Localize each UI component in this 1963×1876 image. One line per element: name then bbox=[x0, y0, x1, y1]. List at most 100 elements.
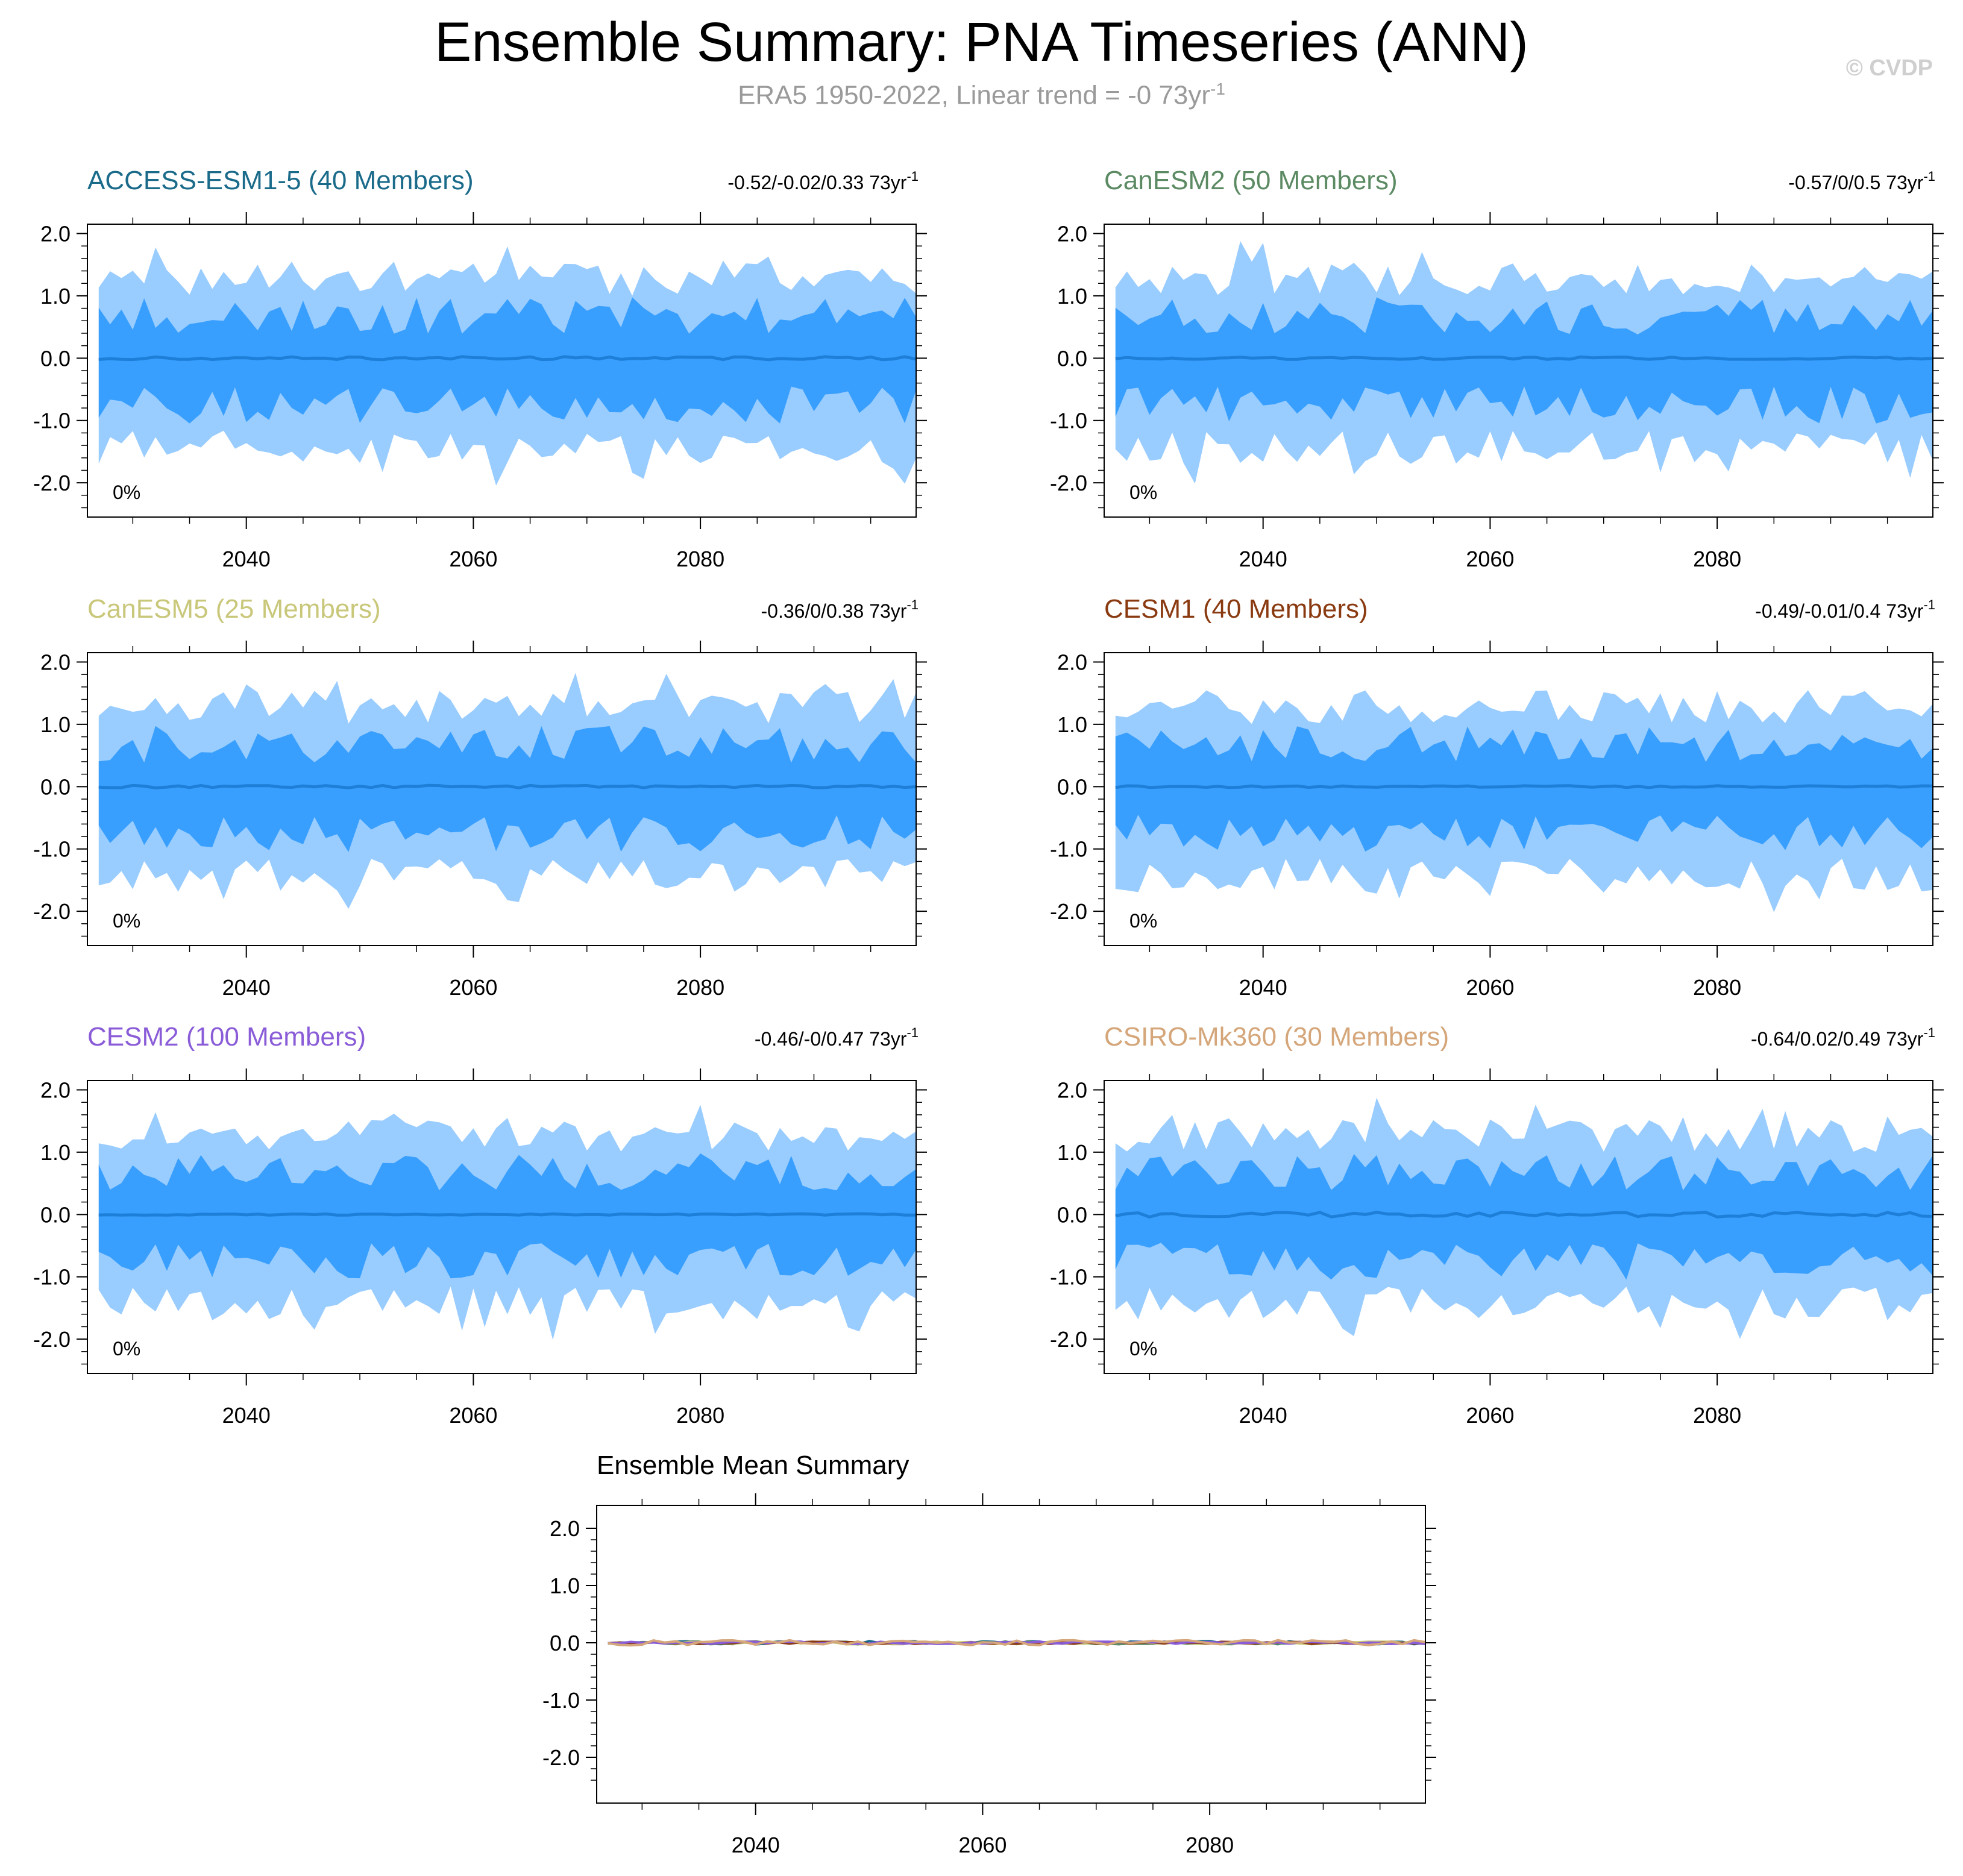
ensemble-mean-line bbox=[1115, 784, 1933, 789]
panel-stats: -0.64/0.02/0.49 73yr-1 bbox=[1751, 1025, 1935, 1050]
y-tick-label: -1.0 bbox=[1050, 1265, 1087, 1290]
range-band-inner bbox=[98, 726, 916, 852]
y-tick-label: 1.0 bbox=[40, 284, 71, 309]
percent-label: 0% bbox=[113, 910, 140, 932]
panel-ens-mean: Ensemble Mean Summary 2.0 1.0 0.0 -1.0 -2.0 20… bbox=[542, 1451, 1436, 1857]
panel-stats: -0.46/-0/0.47 73yr-1 bbox=[755, 1025, 919, 1050]
x-tick-label: 2060 bbox=[449, 547, 497, 571]
ensemble-mean-line bbox=[1115, 355, 1933, 361]
y-tick-label: 2.0 bbox=[1057, 1078, 1087, 1103]
panel-stats: -0.36/0/0.38 73yr-1 bbox=[761, 597, 919, 622]
y-tick-label: 1.0 bbox=[40, 1140, 71, 1165]
y-tick-label: 0.0 bbox=[1057, 774, 1087, 799]
x-tick-label: 2040 bbox=[732, 1833, 780, 1857]
ensemble-mean-line bbox=[98, 1212, 917, 1217]
y-tick-label: -2.0 bbox=[33, 471, 71, 495]
x-tick-label: 2080 bbox=[1693, 1403, 1741, 1428]
panel-csiro: CSIRO-Mk360 (30 Members) -0.64/0.02/0.49 … bbox=[1050, 1022, 1944, 1428]
x-tick-label: 2040 bbox=[1239, 1403, 1287, 1428]
y-tick-label: 1.0 bbox=[1057, 712, 1087, 737]
x-tick-label: 2060 bbox=[958, 1833, 1007, 1857]
y-tick-label: -1.0 bbox=[1050, 837, 1087, 862]
panel-stats: -0.57/0/0.5 73yr-1 bbox=[1788, 169, 1935, 193]
y-tick-label: 0.0 bbox=[1057, 346, 1087, 371]
copyright-label: © CVDP bbox=[1845, 55, 1933, 81]
x-tick-label: 2080 bbox=[1693, 547, 1741, 571]
x-tick-label: 2040 bbox=[222, 975, 271, 1000]
x-tick-label: 2080 bbox=[1693, 975, 1741, 1000]
panel-canesm5: CanESM5 (25 Members) -0.36/0/0.38 73yr-1 0… bbox=[33, 594, 927, 1000]
y-tick-label: 2.0 bbox=[550, 1516, 580, 1541]
y-tick-label: 2.0 bbox=[40, 650, 71, 675]
panel-title: CESM1 (40 Members) bbox=[1104, 594, 1368, 624]
x-tick-label: 2060 bbox=[1466, 1403, 1514, 1428]
range-band-inner bbox=[1115, 726, 1933, 852]
percent-label: 0% bbox=[1129, 910, 1157, 932]
x-tick-label: 2080 bbox=[676, 975, 724, 1000]
percent-label: 0% bbox=[113, 482, 140, 503]
y-tick-label: 0.0 bbox=[550, 1631, 580, 1655]
ensemble-mean-line bbox=[98, 783, 917, 789]
y-tick-label: -2.0 bbox=[1050, 1327, 1087, 1352]
y-tick-label: -1.0 bbox=[542, 1688, 580, 1713]
x-tick-label: 2080 bbox=[676, 547, 724, 571]
panel-cesm2: CESM2 (100 Members) -0.46/-0/0.47 73yr-1 0… bbox=[33, 1022, 927, 1428]
y-tick-label: 2.0 bbox=[1057, 222, 1087, 246]
y-tick-label: 1.0 bbox=[550, 1573, 580, 1598]
y-tick-label: 1.0 bbox=[40, 712, 71, 737]
y-tick-label: -1.0 bbox=[33, 409, 71, 433]
x-tick-label: 2040 bbox=[222, 547, 271, 571]
y-tick-label: -1.0 bbox=[33, 1265, 71, 1290]
panel-stats: -0.49/-0.01/0.4 73yr-1 bbox=[1755, 597, 1935, 622]
y-tick-label: 0.0 bbox=[40, 1202, 71, 1227]
y-tick-label: -2.0 bbox=[1050, 899, 1087, 924]
figure-title: Ensemble Summary: PNA Timeseries (ANN) bbox=[435, 11, 1528, 73]
range-band-inner bbox=[1115, 1153, 1933, 1280]
y-tick-label: 2.0 bbox=[40, 222, 71, 246]
y-tick-label: -2.0 bbox=[33, 1327, 71, 1352]
panel-canesm2: CanESM2 (50 Members) -0.57/0/0.5 73yr-1 0%… bbox=[1050, 166, 1944, 571]
plot-frame bbox=[596, 1505, 1426, 1804]
x-tick-label: 2060 bbox=[449, 1403, 497, 1428]
ensemble-mean-line bbox=[1115, 1211, 1933, 1219]
range-band-inner bbox=[1115, 297, 1933, 424]
y-tick-label: 0.0 bbox=[1057, 1202, 1087, 1227]
panel-title: Ensemble Mean Summary bbox=[597, 1451, 909, 1480]
percent-label: 0% bbox=[1129, 1338, 1157, 1360]
y-tick-label: 0.0 bbox=[40, 346, 71, 371]
y-tick-label: 0.0 bbox=[40, 774, 71, 799]
x-tick-label: 2040 bbox=[1239, 975, 1287, 1000]
percent-label: 0% bbox=[1129, 482, 1157, 503]
y-tick-label: 2.0 bbox=[40, 1078, 71, 1103]
panel-stats: -0.52/-0.02/0.33 73yr-1 bbox=[727, 169, 919, 193]
subtitle-text: ERA5 1950-2022, Linear trend = -0 73yr bbox=[738, 80, 1211, 110]
panel-access: ACCESS-ESM1-5 (40 Members) -0.52/-0.02/0.… bbox=[33, 166, 927, 571]
panel-cesm1: CESM1 (40 Members) -0.49/-0.01/0.4 73yr-1… bbox=[1050, 594, 1944, 1000]
x-tick-label: 2060 bbox=[449, 975, 497, 1000]
x-tick-label: 2040 bbox=[222, 1403, 271, 1428]
y-tick-label: -1.0 bbox=[33, 837, 71, 862]
x-tick-label: 2060 bbox=[1466, 547, 1514, 571]
panel-title: CanESM2 (50 Members) bbox=[1104, 166, 1398, 195]
y-tick-label: -1.0 bbox=[1050, 409, 1087, 433]
y-tick-label: 1.0 bbox=[1057, 284, 1087, 309]
y-tick-label: 2.0 bbox=[1057, 650, 1087, 675]
panel-title: CSIRO-Mk360 (30 Members) bbox=[1104, 1022, 1449, 1052]
series-line-csiro-mk360 bbox=[608, 1639, 1426, 1647]
panel-title: CanESM5 (25 Members) bbox=[87, 594, 381, 624]
percent-label: 0% bbox=[113, 1338, 140, 1360]
x-tick-label: 2060 bbox=[1466, 975, 1514, 1000]
panel-title: ACCESS-ESM1-5 (40 Members) bbox=[87, 166, 474, 195]
x-tick-label: 2080 bbox=[676, 1403, 724, 1428]
ensemble-mean-line bbox=[98, 355, 917, 362]
y-tick-label: -2.0 bbox=[1050, 471, 1087, 495]
y-tick-label: 1.0 bbox=[1057, 1140, 1087, 1165]
x-tick-label: 2080 bbox=[1186, 1833, 1234, 1857]
y-tick-label: -2.0 bbox=[33, 899, 71, 924]
subtitle-exponent: -1 bbox=[1210, 80, 1225, 98]
panel-title: CESM2 (100 Members) bbox=[87, 1022, 366, 1052]
x-tick-label: 2040 bbox=[1239, 547, 1287, 571]
y-tick-label: -2.0 bbox=[542, 1745, 580, 1770]
figure-subtitle: ERA5 1950-2022, Linear trend = -0 73yr-1 bbox=[0, 80, 1963, 111]
